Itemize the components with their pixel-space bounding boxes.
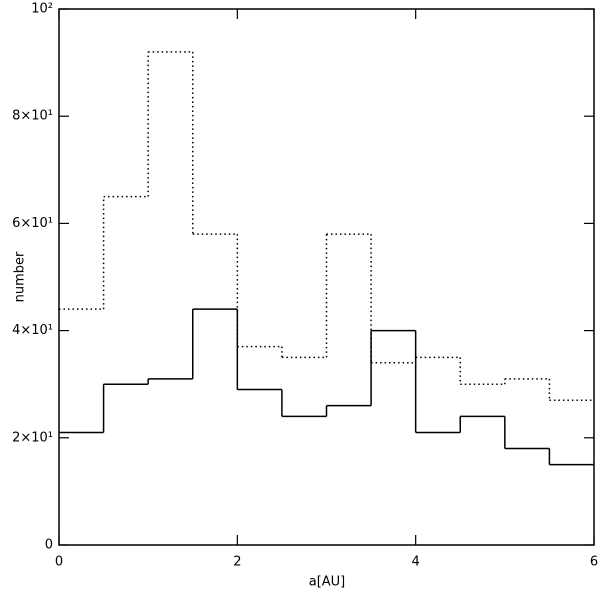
y-tick-label: 0 xyxy=(45,538,53,553)
y-tick-label: 6×10¹ xyxy=(12,216,53,231)
y-tick-label: 10² xyxy=(31,2,53,17)
x-tick-label: 6 xyxy=(590,555,598,570)
y-tick-label: 4×10¹ xyxy=(12,323,53,338)
y-tick-label: 8×10¹ xyxy=(12,109,53,124)
x-axis-label: a[AU] xyxy=(309,575,346,590)
plot-frame xyxy=(58,8,595,546)
x-tick-label: 0 xyxy=(55,555,63,570)
x-tick-label: 2 xyxy=(233,555,241,570)
y-tick-label: 2×10¹ xyxy=(12,430,53,445)
x-tick-label: 4 xyxy=(412,555,420,570)
y-axis-label: number xyxy=(13,251,28,302)
